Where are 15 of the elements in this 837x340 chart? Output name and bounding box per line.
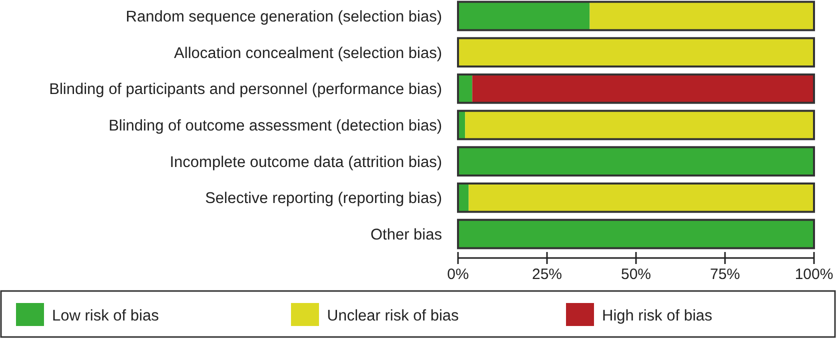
legend-label: High risk of bias xyxy=(602,307,713,324)
x-tick-label: 0% xyxy=(447,266,469,283)
y-tick-label: Other bias xyxy=(370,226,442,244)
y-tick-label: Allocation concealment (selection bias) xyxy=(174,44,442,62)
y-tick-label: Selective reporting (reporting bias) xyxy=(205,190,442,208)
y-tick-label: Blinding of outcome assessment (detection bias) xyxy=(108,117,442,134)
x-tick-label: 75% xyxy=(710,266,740,283)
x-tick-label: 100% xyxy=(794,266,834,283)
legend-label: Unclear risk of bias xyxy=(327,307,460,324)
legend-label: Low risk of bias xyxy=(52,307,160,324)
x-tick-label: 25% xyxy=(532,266,562,283)
x-tick-label: 50% xyxy=(620,266,652,283)
y-tick-label: Blinding of participants and personnel (performance bias) xyxy=(49,81,442,98)
y-tick-label: Incomplete outcome data (attrition bias) xyxy=(170,154,442,171)
y-tick-label: Random sequence generation (selection bias) xyxy=(126,8,442,26)
